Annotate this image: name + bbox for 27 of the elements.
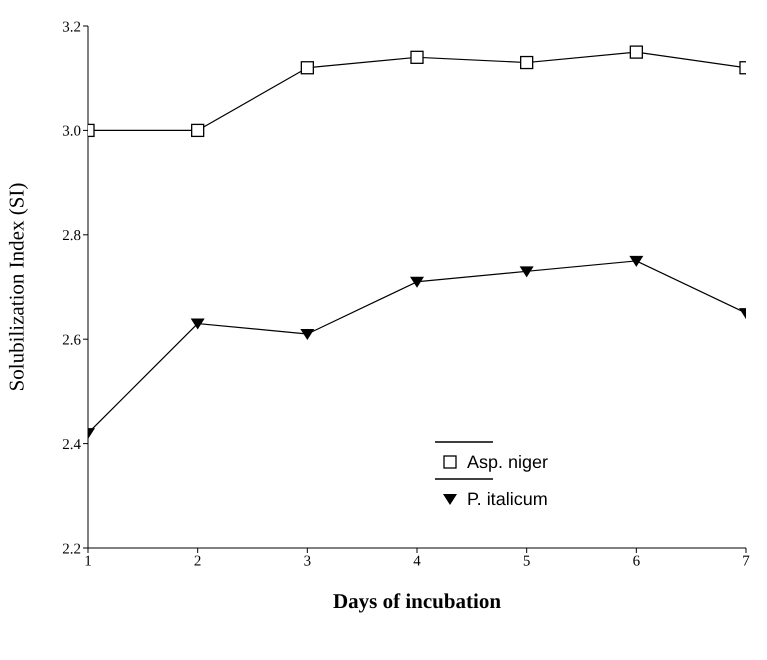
x-axis-title: Days of incubation [332, 589, 502, 613]
x-tick-label: 3 [304, 554, 312, 570]
x-tick-label: 4 [413, 554, 422, 570]
x-tick-label: 6 [632, 554, 641, 570]
x-tick-label: 5 [522, 554, 530, 570]
point [190, 318, 205, 330]
point [630, 45, 643, 59]
point [410, 276, 424, 288]
point [629, 256, 644, 267]
legend-label: P. italicum [467, 489, 548, 510]
y-tick-label: 2.2 [62, 541, 81, 558]
legend-label: Asp. niger [467, 452, 548, 473]
point [520, 56, 534, 70]
x-tick-label: 2 [194, 554, 202, 570]
y-tick-label: 2.8 [62, 228, 81, 244]
point [300, 328, 314, 340]
y-tick-label: 2.4 [62, 436, 82, 453]
y-tick-label: 3.2 [62, 19, 81, 36]
point [191, 124, 204, 138]
point [520, 266, 534, 278]
y-axis-title: Solubilization Index (SI) [4, 182, 28, 392]
y-tick-label: 3.0 [62, 124, 81, 140]
x-tick-label: 7 [742, 554, 750, 570]
point [410, 50, 424, 64]
point [300, 61, 314, 74]
y-tick-label: 2.6 [62, 332, 82, 349]
x-tick-label: 1 [84, 554, 92, 570]
